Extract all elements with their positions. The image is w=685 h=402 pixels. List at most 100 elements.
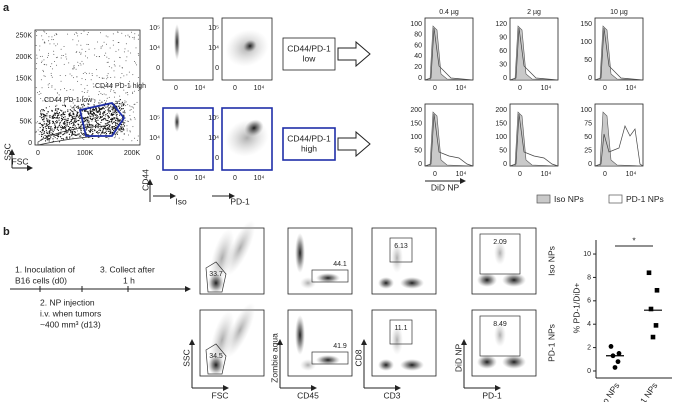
event-dot (38, 49, 40, 51)
event-dot (43, 132, 45, 134)
event-dot (88, 95, 90, 97)
event-dot (62, 112, 64, 114)
event-dot (87, 112, 89, 114)
event-dot (118, 128, 120, 130)
event-dot (82, 103, 85, 105)
density (391, 325, 403, 355)
event-dot (76, 32, 78, 34)
event-dot (73, 67, 75, 69)
event-dot (68, 121, 70, 124)
event-dot (48, 132, 50, 135)
event-dot (86, 43, 88, 45)
event-dot (64, 103, 66, 105)
event-dot (99, 99, 101, 101)
event-dot (95, 108, 97, 110)
x-tick-label: 10⁴ (456, 85, 467, 92)
event-dot (73, 66, 75, 68)
event-dot (113, 121, 116, 123)
y-tick-label: 30 (499, 61, 507, 68)
event-dot (138, 90, 140, 92)
event-dot (65, 53, 67, 55)
event-dot (106, 61, 108, 63)
event-dot (118, 102, 120, 105)
event-dot (122, 121, 124, 123)
event-dot (52, 130, 54, 133)
axis-label: SSC (2, 143, 12, 160)
event-dot (60, 120, 63, 122)
event-dot (44, 100, 46, 102)
event-dot (74, 134, 76, 136)
y-tick-label: 120 (495, 21, 507, 28)
y-tick-label: 100 (580, 107, 592, 114)
event-dot (65, 120, 67, 122)
event-dot (113, 137, 115, 139)
event-dot (87, 43, 89, 45)
event-dot (96, 131, 98, 133)
event-dot (115, 119, 117, 121)
timeline-text: i.v. when tumors (40, 308, 101, 318)
event-dot (49, 129, 51, 132)
axis-label: CD8 (353, 349, 363, 366)
event-dot (83, 119, 85, 121)
y-tick-label: 10⁴ (208, 45, 219, 52)
gate (37, 125, 106, 146)
density (400, 359, 424, 371)
event-dot (107, 121, 109, 124)
event-dot (36, 121, 38, 123)
x-tick-label: 0 (174, 175, 178, 182)
timeline-text: B16 cells (d0) (15, 275, 67, 285)
event-dot (69, 100, 71, 102)
event-dot (86, 73, 88, 75)
y-tick-label: 60 (414, 42, 422, 49)
event-dot (109, 118, 112, 120)
event-dot (56, 43, 58, 45)
event-dot (137, 135, 139, 137)
event-dot (120, 126, 122, 128)
event-dot (76, 76, 78, 78)
x-tick-label: 0 (433, 85, 437, 92)
event-dot (86, 91, 88, 93)
event-dot (75, 127, 77, 129)
event-dot (87, 110, 89, 113)
event-dot (36, 57, 38, 59)
event-dot (39, 110, 42, 112)
event-dot (76, 44, 78, 46)
event-dot (59, 122, 61, 124)
event-dot (81, 133, 84, 135)
event-dot (114, 65, 116, 67)
event-dot (46, 117, 48, 119)
event-dot (73, 123, 75, 125)
event-dot (48, 140, 50, 142)
event-dot (40, 112, 42, 114)
event-dot (116, 31, 118, 33)
y-tick-label: 90 (499, 34, 507, 41)
event-dot (55, 64, 57, 66)
event-dot (76, 112, 79, 114)
axis-label: FSC (212, 390, 229, 400)
event-dot (100, 47, 102, 49)
event-dot (100, 124, 102, 126)
event-dot (65, 118, 67, 120)
event-dot (82, 63, 84, 65)
event-dot (46, 132, 49, 135)
event-dot (42, 133, 44, 136)
event-dot (106, 124, 108, 126)
event-dot (35, 130, 37, 132)
event-dot (67, 110, 69, 113)
event-dot (105, 52, 107, 54)
event-dot (47, 139, 49, 141)
event-dot (93, 54, 95, 56)
event-dot (98, 129, 100, 131)
event-dot (58, 117, 60, 119)
density (502, 355, 526, 369)
event-dot (48, 83, 50, 85)
event-dot (74, 115, 76, 117)
event-dot (40, 97, 42, 99)
event-dot (41, 132, 43, 134)
event-dot (120, 103, 122, 105)
event-dot (77, 133, 79, 135)
histogram-pd1 (594, 125, 644, 167)
event-dot (129, 115, 131, 117)
event-dot (125, 43, 127, 45)
event-dot (52, 117, 55, 119)
